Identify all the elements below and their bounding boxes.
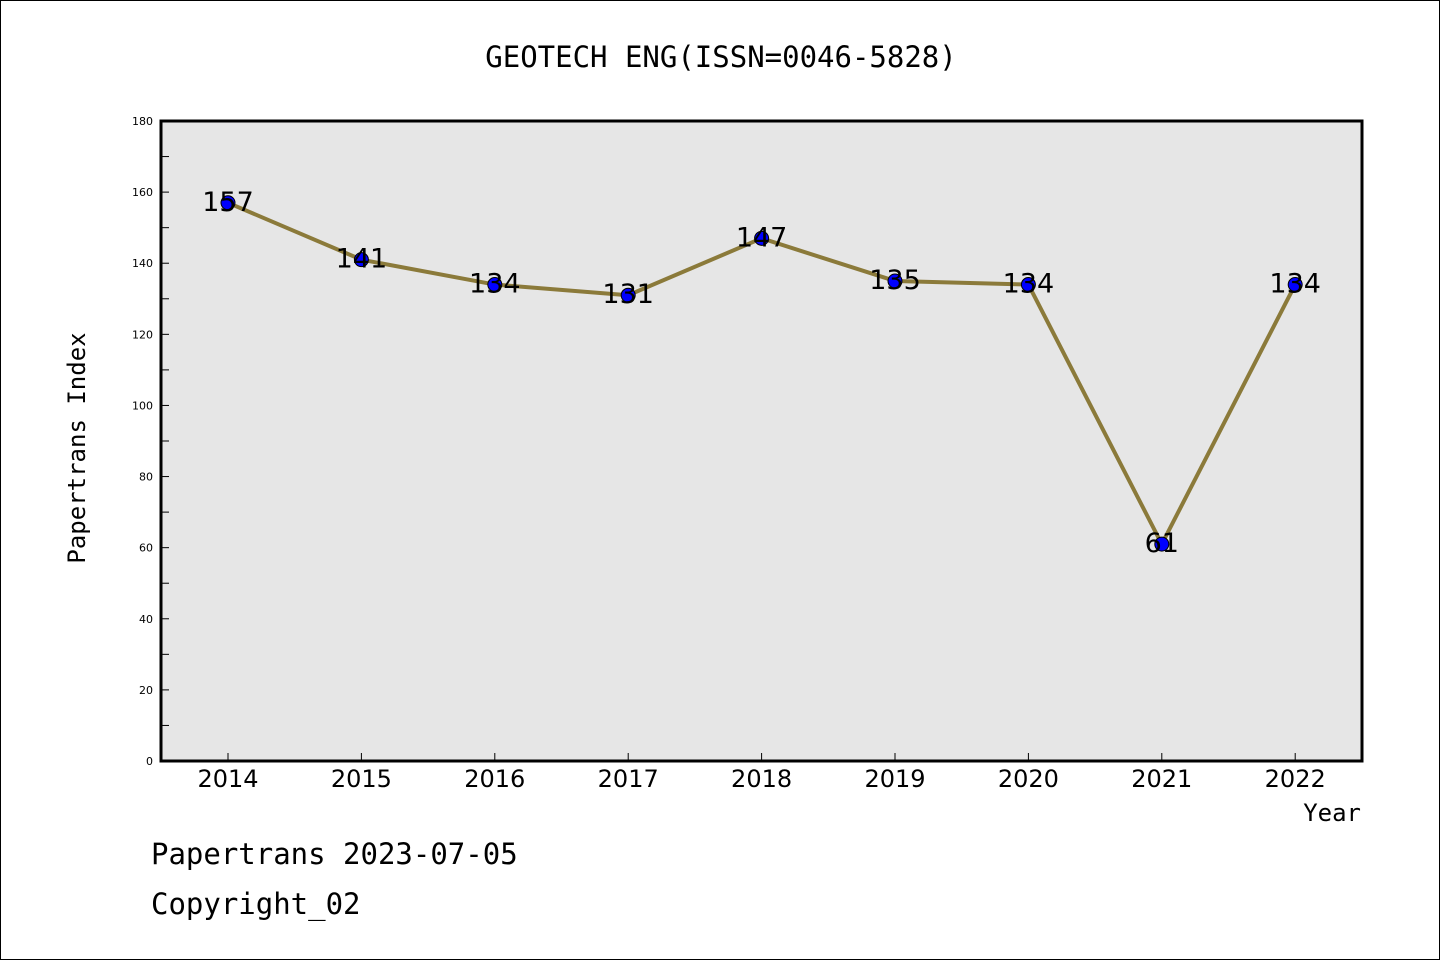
data-label: 134: [469, 269, 521, 300]
data-point: [620, 287, 636, 303]
y-tick-label: 20: [139, 684, 153, 697]
data-label: 61: [1145, 528, 1179, 559]
plot-area: [159, 119, 1364, 763]
y-tick-label: 40: [139, 613, 153, 626]
x-tick-label: 2020: [998, 765, 1059, 793]
y-axis-title: Papertrans Index: [63, 332, 91, 563]
data-point: [887, 273, 903, 289]
x-axis-title: Year: [1303, 799, 1361, 827]
x-tick-label: 2019: [864, 765, 925, 793]
x-tick-label: 2015: [331, 765, 392, 793]
data-point: [487, 277, 503, 293]
data-point: [754, 230, 770, 246]
y-tick-label: 180: [132, 115, 153, 128]
data-label: 157: [202, 187, 254, 218]
y-tick-label: 60: [139, 542, 153, 555]
data-label: 135: [869, 265, 921, 296]
x-tick-label: 2014: [197, 765, 258, 793]
x-axis: 2014 2015 2016 2017 2018 2019 2020 2021 2022: [197, 753, 1326, 793]
y-tick-label: 100: [132, 399, 153, 412]
data-point: [1154, 536, 1170, 552]
x-tick-label: 2021: [1131, 765, 1192, 793]
footer-date-text: Papertrans 2023-07-05: [151, 837, 518, 871]
x-tick-label: 2017: [598, 765, 659, 793]
data-point: [353, 252, 369, 268]
marker-layer: [220, 195, 1303, 552]
y-tick-label: 120: [132, 328, 153, 341]
x-tick-label: 2018: [731, 765, 792, 793]
data-point: [1287, 277, 1303, 293]
data-label: 147: [736, 222, 788, 253]
footer-copyright-text: Copyright_02: [151, 887, 361, 921]
data-label: 134: [1003, 269, 1055, 300]
y-axis: 0 20 40 60 80 100 120 140 160 180: [132, 115, 169, 768]
x-tick-label: 2016: [464, 765, 525, 793]
data-point: [1020, 277, 1036, 293]
data-label-layer: 157 141 134 131 147 135 134 61 134: [202, 187, 1321, 559]
y-tick-label: 0: [146, 755, 153, 768]
data-point: [220, 195, 236, 211]
data-label: 141: [336, 244, 388, 275]
x-tick-label: 2022: [1265, 765, 1326, 793]
y-tick-label: 160: [132, 186, 153, 199]
data-label: 134: [1269, 269, 1321, 300]
data-label: 131: [602, 279, 654, 310]
y-tick-label: 80: [139, 471, 153, 484]
chart-title: GEOTECH ENG(ISSN=0046-5828): [485, 40, 956, 74]
y-tick-label: 140: [132, 257, 153, 270]
